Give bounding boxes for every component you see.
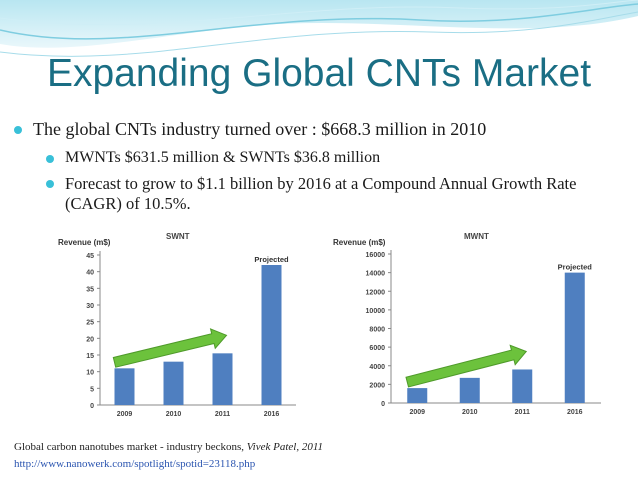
- y-tick-label: 10000: [366, 308, 386, 315]
- bar: [459, 377, 480, 403]
- y-tick-label: 15: [86, 353, 94, 360]
- projected-label: Projected: [254, 255, 289, 264]
- citation-prefix: Global carbon nanotubes market - industr…: [14, 441, 247, 453]
- y-axis-label: Revenue (m$): [333, 238, 386, 247]
- bar: [114, 368, 135, 405]
- y-tick-label: 20: [86, 336, 94, 343]
- citation: Global carbon nanotubes market - industr…: [14, 441, 323, 453]
- x-tick-label: 2010: [462, 409, 478, 416]
- chart-title: MWNT: [464, 232, 489, 241]
- y-tick-label: 5: [90, 386, 94, 393]
- x-tick-label: 2009: [409, 409, 425, 416]
- bar: [564, 272, 585, 403]
- x-tick-label: 2016: [264, 411, 280, 417]
- bar: [407, 388, 428, 403]
- swnt-chart: SWNT Revenue (m$) 0 5 10 15 20 25 30 35 40 45 2009 20…: [56, 217, 299, 417]
- bar: [512, 369, 533, 403]
- y-tick-label: 0: [381, 401, 385, 408]
- citation-author: Vivek Patel, 2011: [246, 441, 324, 453]
- trend-arrow: [405, 344, 528, 388]
- swnt-chart-svg: SWNT Revenue (m$) 0 5 10 15 20 25 30 35 40 45 2009 20…: [58, 232, 296, 417]
- y-tick-label: 25: [86, 320, 94, 327]
- y-tick-label: 4000: [369, 364, 385, 371]
- mwnt-chart-svg: MWNT Revenue (m$) 0 2000 4000 6000 8000 10000 12…: [333, 232, 601, 416]
- bullet-icon: [46, 155, 54, 163]
- y-tick-label: 8000: [369, 327, 385, 334]
- x-tick-label: 2009: [117, 411, 133, 417]
- bullet-icon: [14, 126, 22, 134]
- x-tick-label: 2011: [215, 411, 230, 417]
- bar: [212, 353, 233, 405]
- bullet-text: Forecast to grow to $1.1 billion by 2016…: [65, 174, 577, 213]
- y-tick-label: 10: [86, 370, 94, 377]
- y-tick-label: 30: [86, 303, 94, 310]
- y-tick-label: 14000: [366, 271, 386, 278]
- y-tick-label: 12000: [366, 289, 386, 296]
- x-tick-label: 2016: [567, 409, 583, 416]
- y-tick-label: 35: [86, 286, 94, 293]
- trend-arrow-shape: [405, 344, 528, 388]
- y-tick-label: 16000: [366, 252, 386, 259]
- bar: [163, 361, 184, 405]
- x-tick-label: 2010: [166, 411, 182, 417]
- mwnt-chart: MWNT Revenue (m$) 0 2000 4000 6000 8000 10000 12…: [331, 217, 603, 417]
- source-link[interactable]: http://www.nanowerk.com/spotlight/spotid…: [14, 458, 256, 470]
- y-tick-label: 2000: [369, 382, 385, 389]
- bar: [261, 265, 282, 405]
- trend-arrow-shape: [112, 328, 228, 368]
- y-axis-label: Revenue (m$): [58, 238, 111, 247]
- bullet-icon: [46, 180, 54, 188]
- y-tick-label: 40: [86, 270, 94, 277]
- bullet-text: MWNTs $631.5 million & SWNTs $36.8 milli…: [65, 149, 381, 166]
- y-tick-label: 45: [86, 253, 94, 260]
- chart-title: SWNT: [166, 232, 190, 241]
- x-tick-label: 2011: [515, 409, 530, 416]
- bullet-text: The global CNTs industry turned over : $…: [33, 119, 487, 139]
- y-tick-label: 0: [90, 403, 94, 410]
- y-tick-label: 6000: [369, 345, 385, 352]
- trend-arrow: [112, 328, 228, 368]
- projected-label: Projected: [558, 263, 593, 272]
- slide-title: Expanding Global CNTs Market: [46, 52, 592, 95]
